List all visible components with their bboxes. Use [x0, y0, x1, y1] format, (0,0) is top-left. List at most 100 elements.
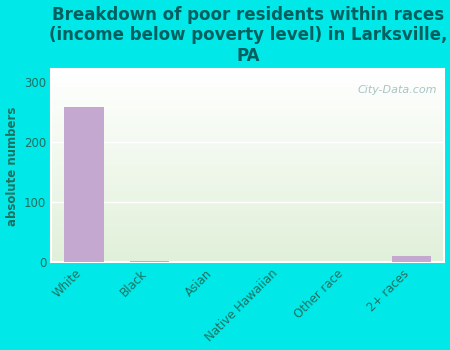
- Bar: [51, 87, 445, 89]
- Bar: [51, 75, 445, 77]
- Bar: [51, 177, 445, 179]
- Bar: [64, 107, 104, 262]
- Bar: [51, 218, 445, 220]
- Bar: [51, 148, 445, 150]
- Bar: [130, 261, 169, 262]
- Bar: [51, 172, 445, 174]
- Bar: [51, 129, 445, 131]
- Title: Breakdown of poor residents within races
(income below poverty level) in Larksvi: Breakdown of poor residents within races…: [49, 6, 447, 65]
- Bar: [51, 241, 445, 243]
- Bar: [51, 228, 445, 229]
- Bar: [51, 100, 445, 102]
- Bar: [51, 231, 445, 233]
- Bar: [51, 237, 445, 239]
- Bar: [51, 127, 445, 129]
- Bar: [51, 124, 445, 125]
- Bar: [51, 224, 445, 225]
- Bar: [51, 248, 445, 251]
- Bar: [51, 106, 445, 108]
- Bar: [51, 206, 445, 208]
- Bar: [51, 71, 445, 74]
- Bar: [51, 254, 445, 257]
- Bar: [51, 187, 445, 189]
- Bar: [51, 214, 445, 216]
- Bar: [51, 201, 445, 202]
- Bar: [51, 108, 445, 110]
- Bar: [51, 210, 445, 212]
- Bar: [51, 116, 445, 118]
- Bar: [51, 204, 445, 206]
- Bar: [51, 216, 445, 218]
- Bar: [51, 179, 445, 181]
- Bar: [51, 251, 445, 252]
- Bar: [51, 110, 445, 112]
- Bar: [51, 260, 445, 262]
- Bar: [51, 197, 445, 198]
- Bar: [51, 252, 445, 254]
- Bar: [51, 137, 445, 139]
- Bar: [51, 247, 445, 248]
- Bar: [51, 85, 445, 87]
- Bar: [51, 166, 445, 168]
- Bar: [51, 189, 445, 191]
- Bar: [51, 94, 445, 97]
- Bar: [51, 257, 445, 258]
- Bar: [51, 83, 445, 85]
- Bar: [51, 158, 445, 160]
- Bar: [51, 98, 445, 100]
- Bar: [51, 77, 445, 79]
- Bar: [51, 150, 445, 152]
- Bar: [51, 118, 445, 120]
- Bar: [51, 114, 445, 116]
- Bar: [51, 133, 445, 135]
- Bar: [51, 175, 445, 177]
- Bar: [51, 239, 445, 241]
- Bar: [51, 131, 445, 133]
- Bar: [51, 191, 445, 193]
- Bar: [51, 198, 445, 201]
- Bar: [51, 145, 445, 147]
- Bar: [51, 208, 445, 210]
- Bar: [51, 225, 445, 228]
- Bar: [51, 70, 445, 71]
- Bar: [51, 220, 445, 222]
- Y-axis label: absolute numbers: absolute numbers: [5, 106, 18, 225]
- Bar: [51, 143, 445, 145]
- Bar: [51, 185, 445, 187]
- Bar: [51, 139, 445, 141]
- Bar: [51, 141, 445, 143]
- Bar: [51, 243, 445, 245]
- Bar: [51, 233, 445, 235]
- Bar: [51, 79, 445, 81]
- Bar: [51, 174, 445, 175]
- Bar: [51, 147, 445, 148]
- Bar: [51, 183, 445, 185]
- Bar: [51, 212, 445, 214]
- Bar: [51, 102, 445, 104]
- Bar: [51, 235, 445, 237]
- Bar: [51, 170, 445, 172]
- Bar: [51, 164, 445, 166]
- Bar: [51, 168, 445, 170]
- Bar: [51, 162, 445, 164]
- Bar: [51, 181, 445, 183]
- Bar: [51, 222, 445, 224]
- Bar: [51, 74, 445, 75]
- Bar: [51, 193, 445, 195]
- Bar: [51, 229, 445, 231]
- Bar: [51, 112, 445, 114]
- Bar: [51, 258, 445, 260]
- Bar: [392, 256, 432, 262]
- Bar: [51, 93, 445, 94]
- Bar: [51, 245, 445, 247]
- Bar: [51, 89, 445, 91]
- Text: City-Data.com: City-Data.com: [357, 85, 436, 95]
- Bar: [51, 195, 445, 197]
- Bar: [51, 156, 445, 158]
- Bar: [51, 104, 445, 106]
- Bar: [51, 202, 445, 204]
- Bar: [51, 81, 445, 83]
- Bar: [51, 125, 445, 127]
- Bar: [51, 97, 445, 98]
- Bar: [51, 135, 445, 137]
